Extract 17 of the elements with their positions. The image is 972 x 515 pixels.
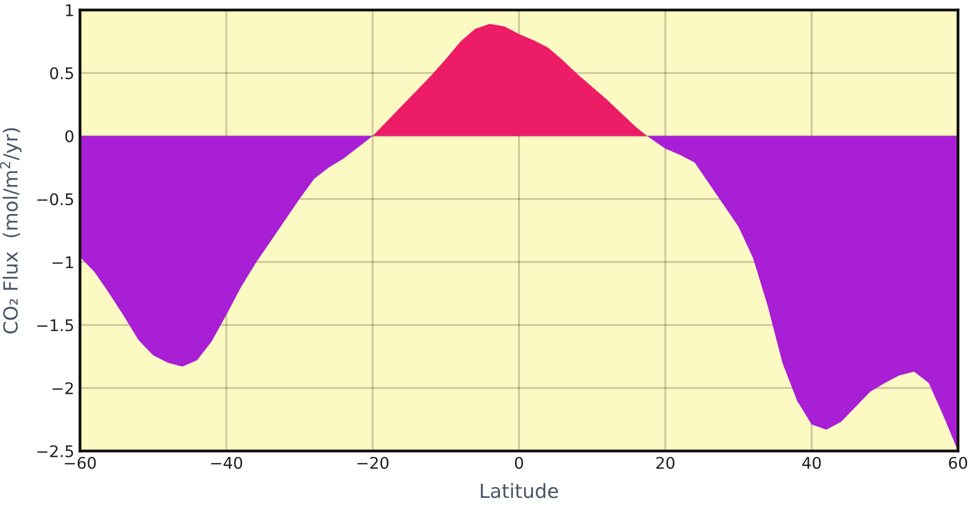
- x-axis-title: Latitude: [480, 483, 558, 498]
- y-tick-label: −2: [52, 382, 73, 394]
- x-tick-label: 60: [948, 456, 968, 469]
- x-tick-label: −60: [64, 456, 96, 469]
- x-tick-label: 0: [514, 456, 524, 469]
- y-tick-label: 1: [66, 4, 73, 16]
- y-tick-label: 0.5: [50, 67, 74, 80]
- y-tick-label: −1: [52, 256, 73, 268]
- y-tick-label: −0.5: [37, 193, 74, 206]
- y-axis-title: CO₂ Flux (mol/m$^{2}$/yr): [0, 128, 22, 334]
- y-tick-label: −2.5: [37, 445, 74, 458]
- x-tick-label: −20: [358, 456, 388, 469]
- x-tick-label: 40: [802, 456, 821, 469]
- x-tick-label: −40: [211, 456, 242, 469]
- y-tick-label: −1.5: [37, 319, 74, 332]
- x-tick-label: 20: [656, 456, 674, 469]
- y-tick-label: 0: [65, 130, 74, 142]
